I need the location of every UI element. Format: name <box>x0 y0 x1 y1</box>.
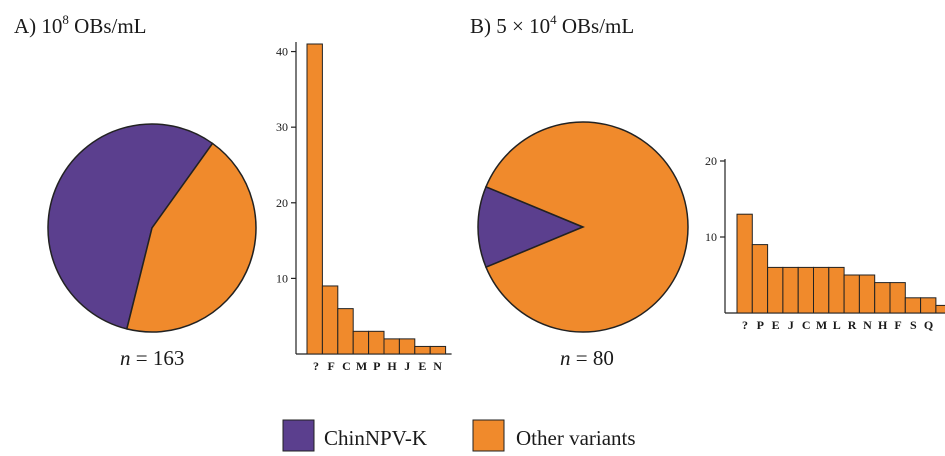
bar-b-bar-0 <box>736 213 753 314</box>
bar-b-category-label-2: P <box>757 318 764 332</box>
legend-swatch-chinnpv-k <box>282 419 315 452</box>
bar-b-category-label-0: ? <box>742 318 748 332</box>
panel-a-exponent: 8 <box>62 12 69 27</box>
panel-b-base: 10 <box>529 14 550 38</box>
bar-a-bar-7 <box>414 345 431 355</box>
bar-a-category-label-8: N <box>433 359 442 373</box>
bar-b-category-label-10: M <box>816 318 827 332</box>
bar-b-category-label-18: H <box>878 318 888 332</box>
panel-b-exponent: 4 <box>550 12 557 27</box>
legend-label-chinnpv-k: ChinNPV-K <box>324 426 427 450</box>
bar-a-bar-0 <box>306 43 323 355</box>
bar-a-category-label-2: C <box>342 359 351 373</box>
bar-a-bar-1 <box>321 285 339 355</box>
bar-b-category-label-12: L <box>833 318 841 332</box>
panel-b-n-symbol: n <box>560 346 571 370</box>
bar-a-y-tick-label-10: 10 <box>276 271 288 285</box>
bar-a-bar-5 <box>383 338 400 355</box>
bar-chart-b: 10 20? P E J C M L R N H F S Q <box>705 154 945 332</box>
bar-chart-a: 10 20 30 40? F C M P H J E N <box>276 42 452 373</box>
bar-b-bar-7 <box>843 274 860 314</box>
panel-b-n-value: = 80 <box>571 346 614 370</box>
bar-b-category-label-24: Q <box>924 318 933 332</box>
bar-b-bar-11 <box>904 297 922 314</box>
panel-a-title: A) 108 OBs/mL <box>14 12 147 38</box>
bar-b-bar-4 <box>797 266 815 314</box>
bar-a-category-label-4: P <box>373 359 380 373</box>
panel-a-base: 10 <box>41 14 62 38</box>
legend: ChinNPV-K Other variants <box>282 419 636 452</box>
bar-a-category-label-1: F <box>328 359 335 373</box>
bar-a-category-label-7: E <box>418 359 426 373</box>
bar-b-bar-3 <box>782 266 799 314</box>
panel-a-n-label: n = 163 <box>120 346 184 370</box>
bar-a-category-label-6: J <box>404 359 410 373</box>
bar-b-bar-1 <box>751 244 769 314</box>
panel-b-unit: OBs/mL <box>557 14 635 38</box>
bar-a-bar-6 <box>398 338 416 355</box>
bar-b-bar-13 <box>935 304 945 314</box>
bar-b-y-tick-label-20: 20 <box>705 154 717 168</box>
bar-b-category-label-14: R <box>848 318 857 332</box>
panel-a-letter: A) <box>14 14 36 38</box>
bar-b-bar-5 <box>813 266 830 314</box>
bar-a-category-label-3: M <box>356 359 367 373</box>
bar-a-bar-8 <box>429 345 447 355</box>
bar-a-bar-2 <box>337 308 354 355</box>
bar-b-bar-12 <box>920 297 937 314</box>
bar-a-category-label-5: H <box>387 359 397 373</box>
pie-a-slice-other-variants <box>125 142 257 333</box>
bar-b-bar-2 <box>767 266 784 314</box>
bar-a-bar-4 <box>368 330 385 355</box>
bar-a-y-tick-label-40: 40 <box>276 45 288 59</box>
legend-swatch-other-variants <box>472 419 505 452</box>
pie-chart-a <box>47 123 257 333</box>
panel-a-unit: OBs/mL <box>69 14 147 38</box>
bar-b-bar-8 <box>858 274 876 314</box>
bar-a-y-tick-label-20: 20 <box>276 196 288 210</box>
pie-a-slice-chinnpv-k <box>47 123 214 330</box>
bar-a-category-label-0: ? <box>313 359 319 373</box>
bar-b-category-label-6: J <box>788 318 794 332</box>
panel-b-letter: B) 5 × <box>470 14 529 38</box>
panel-b-title: B) 5 × 104 OBs/mL <box>470 12 634 38</box>
bar-a-bar-3 <box>352 330 370 355</box>
bar-b-category-label-20: F <box>894 318 901 332</box>
panel-a-n-symbol: n <box>120 346 131 370</box>
bar-a-y-tick-label-30: 30 <box>276 120 288 134</box>
bar-b-bar-6 <box>828 266 845 314</box>
bar-b-category-label-4: E <box>772 318 780 332</box>
bar-b-category-label-8: C <box>802 318 811 332</box>
panel-b-n-label: n = 80 <box>560 346 614 370</box>
bar-b-category-label-22: S <box>910 318 917 332</box>
panel-a-n-value: = 163 <box>131 346 185 370</box>
bar-b-bar-10 <box>889 282 906 314</box>
bar-b-bar-9 <box>874 282 891 314</box>
pie-b-slice-chinnpv-k <box>477 185 585 269</box>
bar-b-category-label-16: N <box>863 318 872 332</box>
legend-label-other-variants: Other variants <box>516 426 636 450</box>
bar-b-y-tick-label-10: 10 <box>705 230 717 244</box>
pie-chart-b <box>477 121 689 333</box>
pie-b-slice-other-variants <box>485 121 689 333</box>
